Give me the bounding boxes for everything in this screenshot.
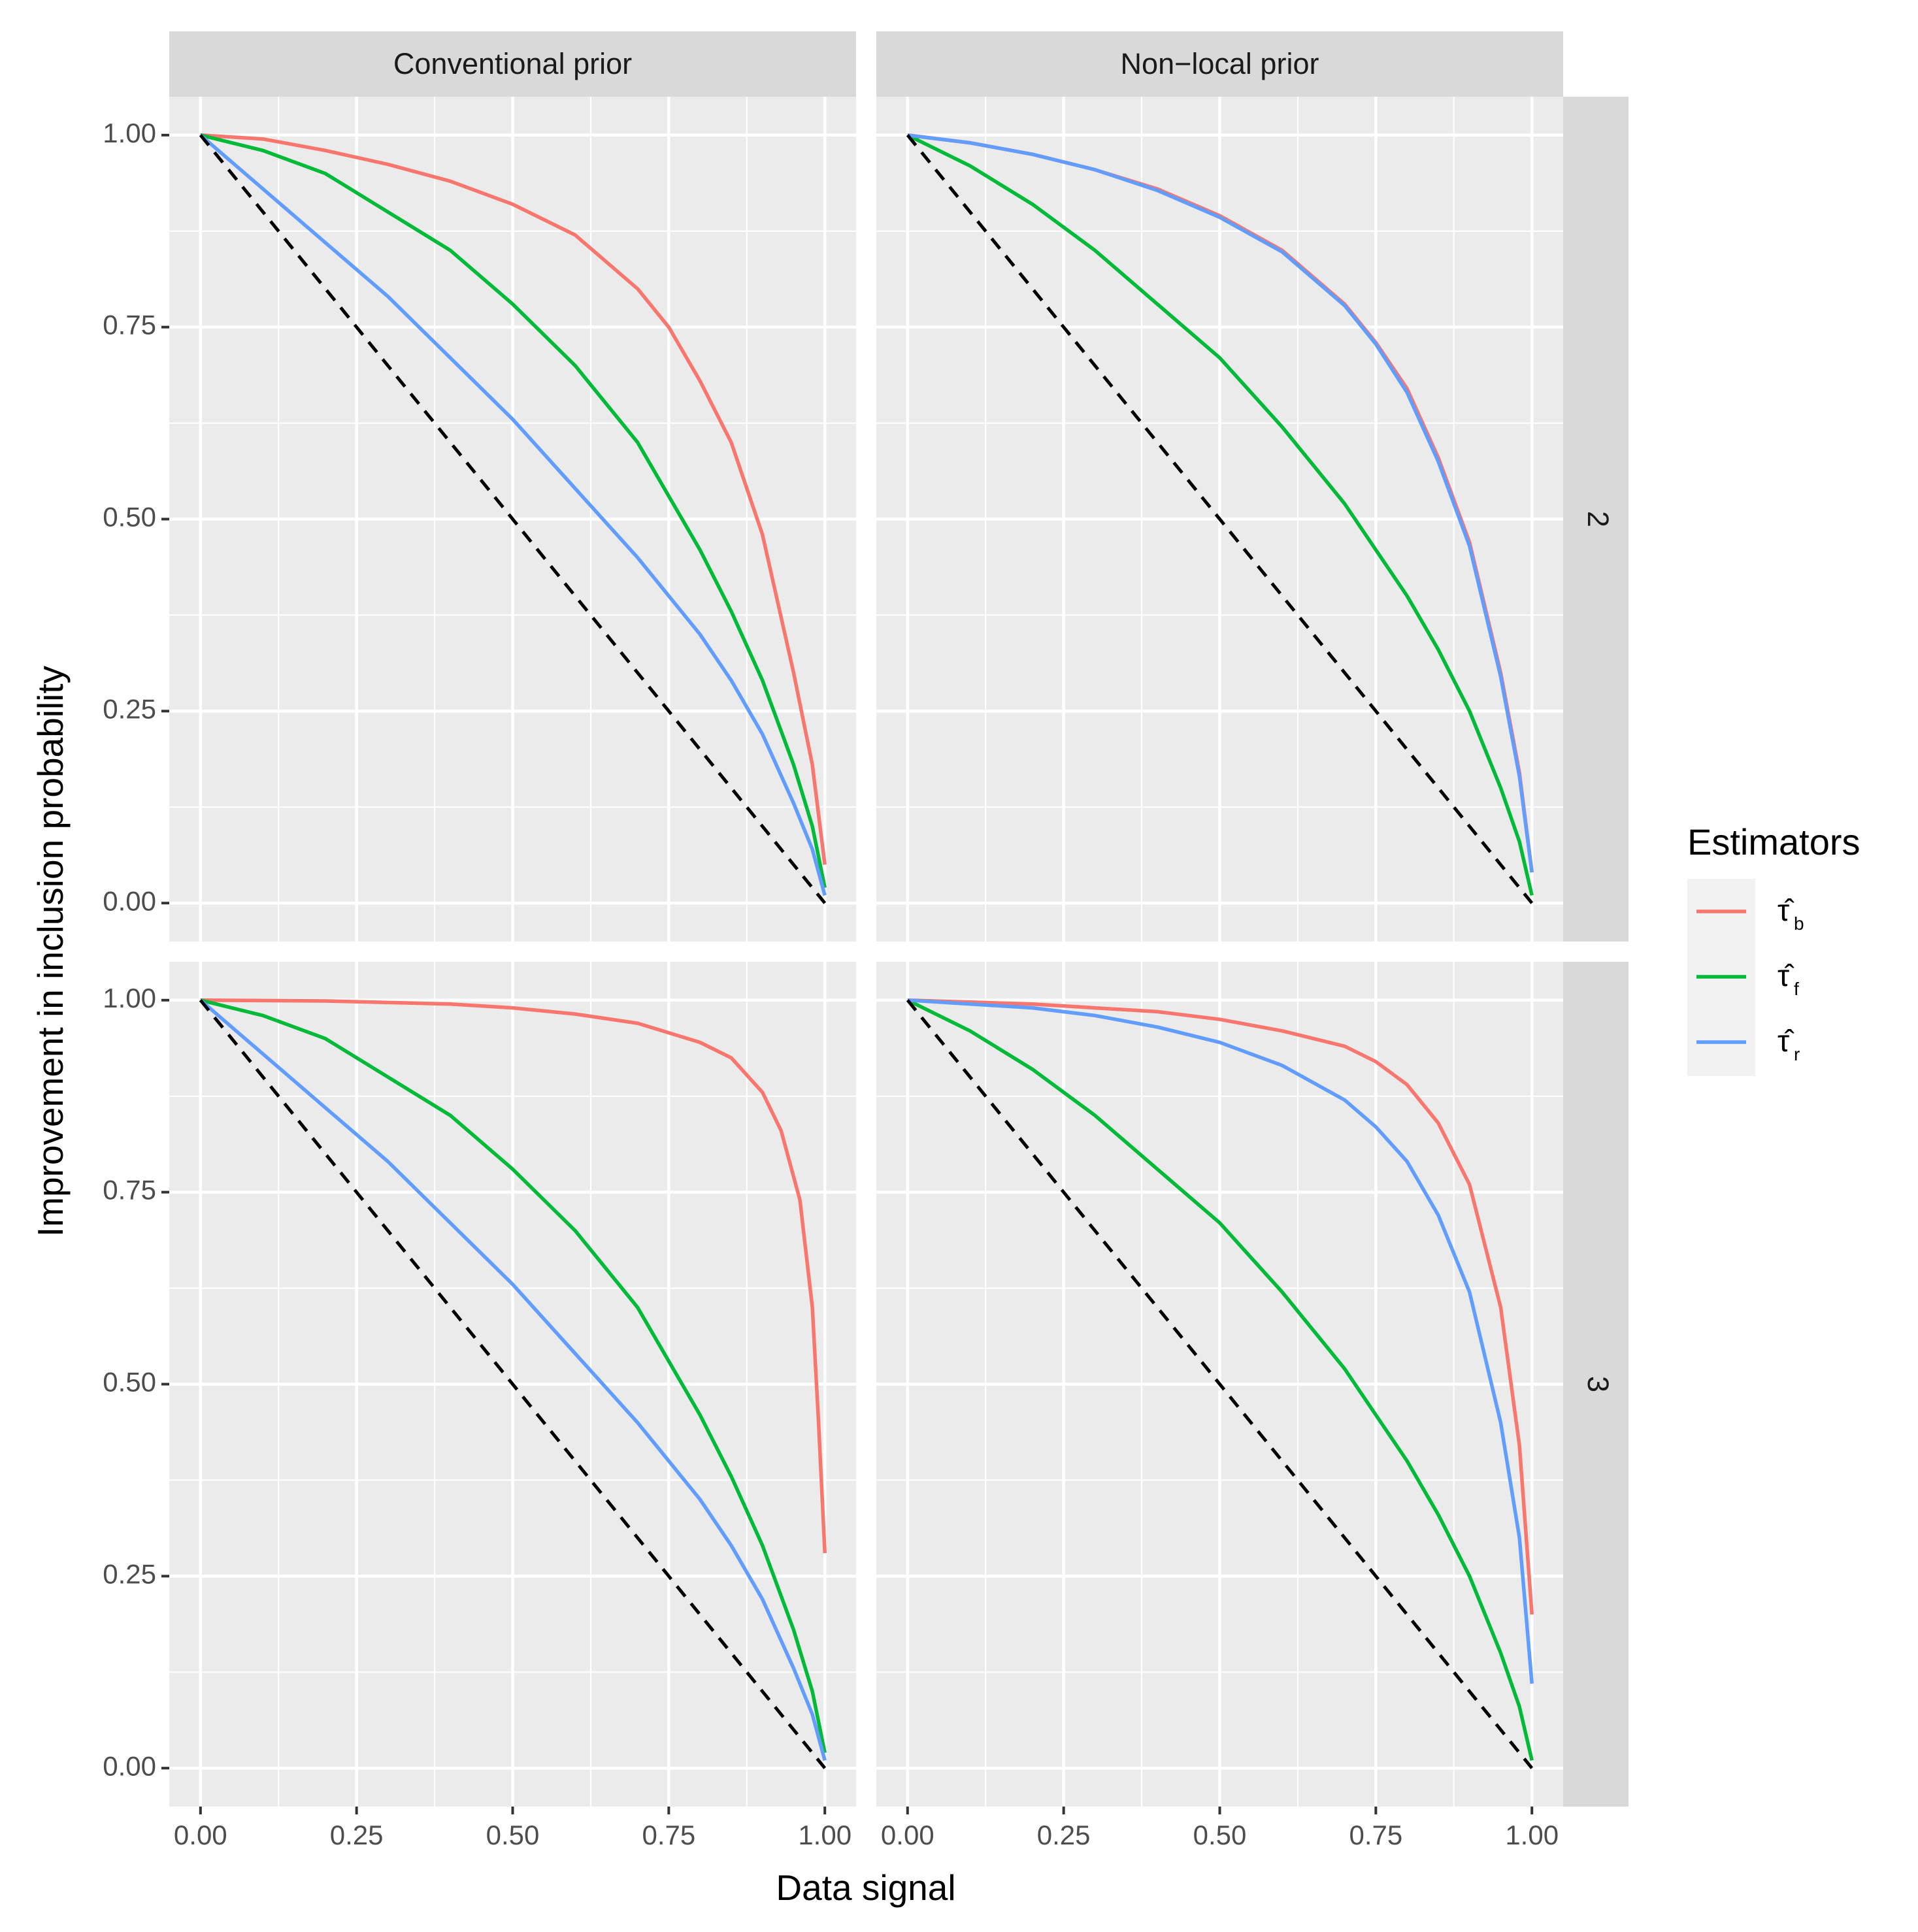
x-tick-label: 0.50 — [1193, 1820, 1247, 1850]
y-tick-label: 1.00 — [103, 983, 156, 1013]
column-strip-background — [169, 31, 856, 97]
panel — [169, 97, 856, 941]
series-line-b — [200, 133, 827, 865]
series-line-b — [200, 998, 827, 1554]
panel — [876, 97, 1563, 941]
panel — [876, 962, 1563, 1807]
column-strip-label: Non−local prior — [1121, 47, 1319, 80]
row-strip-background — [1563, 97, 1629, 941]
y-tick-label: 1.00 — [103, 118, 156, 148]
y-tick-label: 0.50 — [103, 1367, 156, 1398]
column-strip-label: Conventional prior — [393, 47, 632, 80]
series-line-f — [200, 998, 827, 1754]
y-tick-label: 0.75 — [103, 310, 156, 340]
column-strip-background — [876, 31, 1563, 97]
series-line-f — [906, 998, 1534, 1761]
x-tick-label: 0.00 — [881, 1820, 934, 1850]
x-tick-label: 0.75 — [642, 1820, 695, 1850]
reference-diagonal — [906, 999, 1534, 1769]
y-tick-label: 0.00 — [103, 885, 156, 916]
series-line-b — [907, 998, 1534, 1615]
y-tick-label: 0.25 — [103, 1558, 156, 1589]
row-strip-background — [1563, 962, 1629, 1807]
series-line-r — [907, 133, 1534, 873]
series-line-f — [200, 133, 827, 889]
legend-title: Estimators — [1687, 821, 1860, 862]
row-strip-label: 2 — [1581, 511, 1615, 527]
reference-diagonal — [906, 134, 1534, 904]
x-tick-label: 0.50 — [486, 1820, 540, 1850]
y-tick-label: 0.00 — [103, 1750, 156, 1781]
x-tick-label: 0.75 — [1349, 1820, 1402, 1850]
y-tick-label: 0.50 — [103, 502, 156, 532]
row-strip-label: 3 — [1581, 1376, 1615, 1392]
x-tick-label: 1.00 — [1505, 1820, 1559, 1850]
series-line-f — [906, 133, 1534, 896]
series-line-r — [199, 998, 827, 1761]
x-tick-label: 0.00 — [174, 1820, 227, 1850]
reference-diagonal — [199, 999, 827, 1769]
y-tick-label: 0.25 — [103, 693, 156, 724]
reference-diagonal — [199, 134, 827, 904]
y-tick-label: 0.75 — [103, 1175, 156, 1205]
legend-label-subscript: b — [1794, 913, 1804, 934]
y-axis-title: Improvement in inclusion probability — [30, 665, 71, 1237]
x-tick-label: 0.25 — [1037, 1820, 1091, 1850]
series-line-r — [199, 133, 827, 896]
x-tick-label: 0.25 — [330, 1820, 384, 1850]
series-line-r — [907, 998, 1534, 1684]
axes-layer: 0.00 0.25 0.50 0.75 1.00 0.00 0.25 0.50 0.75 1.00… — [103, 118, 1559, 1850]
legend-label-subscript: f — [1794, 979, 1799, 999]
panels-layer — [169, 97, 1563, 1807]
legend-label-subscript: r — [1794, 1044, 1800, 1064]
panel — [169, 962, 856, 1807]
x-axis-title: Data signal — [776, 1867, 955, 1908]
x-tick-label: 1.00 — [798, 1820, 852, 1850]
strips-layer: Conventional prior Non−local prior 2 3 — [169, 31, 1629, 1807]
